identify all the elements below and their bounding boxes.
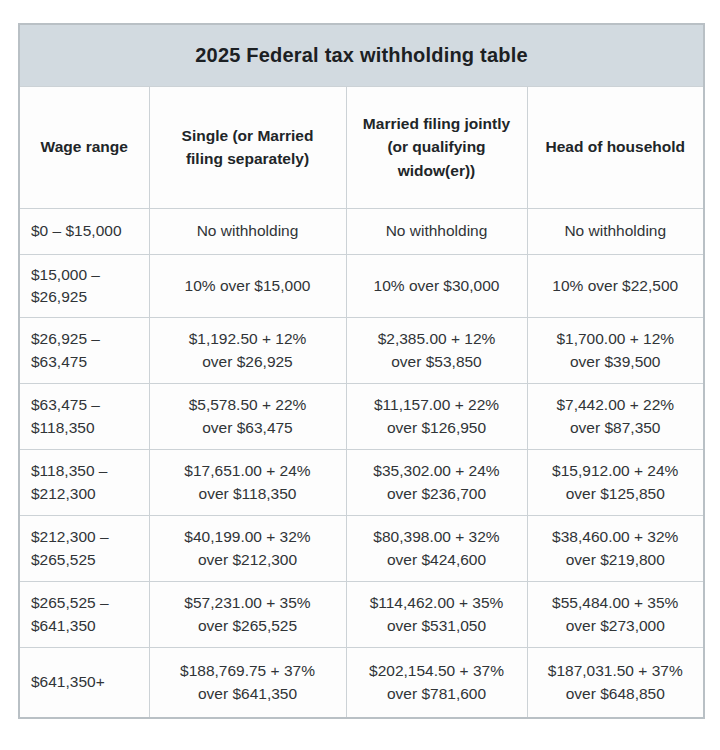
head-of-household-withholding-cell: $55,484.00 + 35% over $273,000 xyxy=(527,582,704,648)
title-row: 2025 Federal tax withholding table xyxy=(19,24,704,86)
single-withholding-cell: $188,769.75 + 37% over $641,350 xyxy=(149,648,346,718)
table-row: $26,925 – $63,475 $1,192.50 + 12% over $… xyxy=(19,318,704,384)
column-header-wage-range: Wage range xyxy=(19,86,149,208)
table-row: $641,350+ $188,769.75 + 37% over $641,35… xyxy=(19,648,704,718)
married-jointly-withholding-cell: $114,462.00 + 35% over $531,050 xyxy=(346,582,527,648)
married-jointly-withholding-cell: No withholding xyxy=(346,208,527,254)
table-body: $0 – $15,000 No withholding No withholdi… xyxy=(19,208,704,718)
table-row: $0 – $15,000 No withholding No withholdi… xyxy=(19,208,704,254)
single-withholding-cell: $5,578.50 + 22% over $63,475 xyxy=(149,384,346,450)
column-header-married-jointly: Married filing jointly (or qualifying wi… xyxy=(346,86,527,208)
column-header-single: Single (or Married filing separately) xyxy=(149,86,346,208)
head-of-household-withholding-cell: $187,031.50 + 37% over $648,850 xyxy=(527,648,704,718)
married-jointly-withholding-cell: $202,154.50 + 37% over $781,600 xyxy=(346,648,527,718)
column-header-head-of-household: Head of household xyxy=(527,86,704,208)
single-withholding-cell: 10% over $15,000 xyxy=(149,254,346,318)
table-title: 2025 Federal tax withholding table xyxy=(19,24,704,86)
wage-range-cell: $15,000 – $26,925 xyxy=(19,254,149,318)
married-jointly-withholding-cell: $35,302.00 + 24% over $236,700 xyxy=(346,450,527,516)
married-jointly-withholding-cell: 10% over $30,000 xyxy=(346,254,527,318)
wage-range-cell: $63,475 – $118,350 xyxy=(19,384,149,450)
married-jointly-withholding-cell: $80,398.00 + 32% over $424,600 xyxy=(346,516,527,582)
head-of-household-withholding-cell: $7,442.00 + 22% over $87,350 xyxy=(527,384,704,450)
wage-range-cell: $212,300 – $265,525 xyxy=(19,516,149,582)
tax-withholding-table: 2025 Federal tax withholding table Wage … xyxy=(18,23,705,719)
header-row: Wage range Single (or Married filing sep… xyxy=(19,86,704,208)
head-of-household-withholding-cell: $1,700.00 + 12% over $39,500 xyxy=(527,318,704,384)
married-jointly-withholding-cell: $2,385.00 + 12% over $53,850 xyxy=(346,318,527,384)
head-of-household-withholding-cell: $38,460.00 + 32% over $219,800 xyxy=(527,516,704,582)
single-withholding-cell: No withholding xyxy=(149,208,346,254)
wage-range-cell: $118,350 – $212,300 xyxy=(19,450,149,516)
head-of-household-withholding-cell: $15,912.00 + 24% over $125,850 xyxy=(527,450,704,516)
single-withholding-cell: $1,192.50 + 12% over $26,925 xyxy=(149,318,346,384)
head-of-household-withholding-cell: No withholding xyxy=(527,208,704,254)
single-withholding-cell: $17,651.00 + 24% over $118,350 xyxy=(149,450,346,516)
wage-range-cell: $265,525 – $641,350 xyxy=(19,582,149,648)
wage-range-cell: $641,350+ xyxy=(19,648,149,718)
table-row: $63,475 – $118,350 $5,578.50 + 22% over … xyxy=(19,384,704,450)
wage-range-cell: $0 – $15,000 xyxy=(19,208,149,254)
table-row: $212,300 – $265,525 $40,199.00 + 32% ove… xyxy=(19,516,704,582)
table-row: $265,525 – $641,350 $57,231.00 + 35% ove… xyxy=(19,582,704,648)
table-row: $118,350 – $212,300 $17,651.00 + 24% ove… xyxy=(19,450,704,516)
single-withholding-cell: $57,231.00 + 35% over $265,525 xyxy=(149,582,346,648)
page: 2025 Federal tax withholding table Wage … xyxy=(0,0,720,750)
wage-range-cell: $26,925 – $63,475 xyxy=(19,318,149,384)
single-withholding-cell: $40,199.00 + 32% over $212,300 xyxy=(149,516,346,582)
table-row: $15,000 – $26,925 10% over $15,000 10% o… xyxy=(19,254,704,318)
head-of-household-withholding-cell: 10% over $22,500 xyxy=(527,254,704,318)
married-jointly-withholding-cell: $11,157.00 + 22% over $126,950 xyxy=(346,384,527,450)
